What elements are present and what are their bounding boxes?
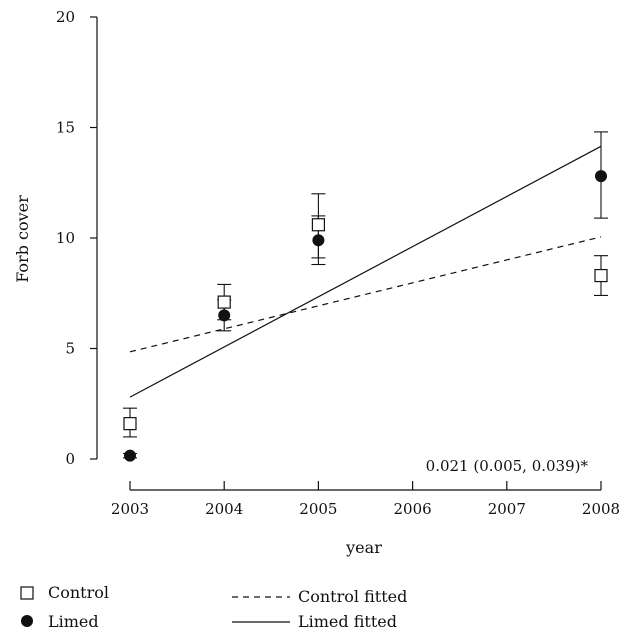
legend: Control Limed Control fitted Limed fitte… [20,583,407,631]
x-tick-label-2003: 2003 [111,500,149,518]
point-control-2005 [311,218,325,232]
x-tick-label-2005: 2005 [299,500,337,518]
legend-marker-control [20,586,34,600]
fitted-line-control [129,236,602,353]
x-axis-label: year [345,538,382,557]
legend-label-limed-fitted: Limed fitted [298,612,397,631]
point-control-2004 [217,295,231,309]
y-tick-label-20: 20 [56,8,75,26]
legend-label-control-fitted: Control fitted [298,587,407,606]
legend-label-limed: Limed [48,612,99,631]
x-tick-label-2006: 2006 [394,500,432,518]
y-axis-label: Forb cover [13,195,32,283]
axes: 0 5 10 15 20 2003 2004 2005 2006 2007 2008 [56,8,620,518]
fitted-line-limed [129,145,602,398]
point-control-2003 [123,417,137,431]
x-tick-label-2007: 2007 [488,500,526,518]
annotation: 0.021 (0.005, 0.039)* [426,457,589,475]
y-tick-label-15: 15 [56,119,75,137]
point-limed-2004 [218,309,231,322]
point-limed-2008 [595,170,607,183]
point-limed-2005 [312,234,325,247]
y-tick-label-10: 10 [56,229,75,247]
data-points [123,170,608,462]
fitted-lines [129,145,602,398]
point-limed-2003 [124,449,136,462]
point-control-2008 [594,268,608,283]
x-tick-label-2008: 2008 [582,500,620,518]
legend-marker-limed [21,615,33,627]
legend-label-control: Control [48,583,109,602]
y-tick-label-5: 5 [65,340,75,358]
x-tick-label-2004: 2004 [205,500,243,518]
y-tick-label-0: 0 [65,450,75,468]
